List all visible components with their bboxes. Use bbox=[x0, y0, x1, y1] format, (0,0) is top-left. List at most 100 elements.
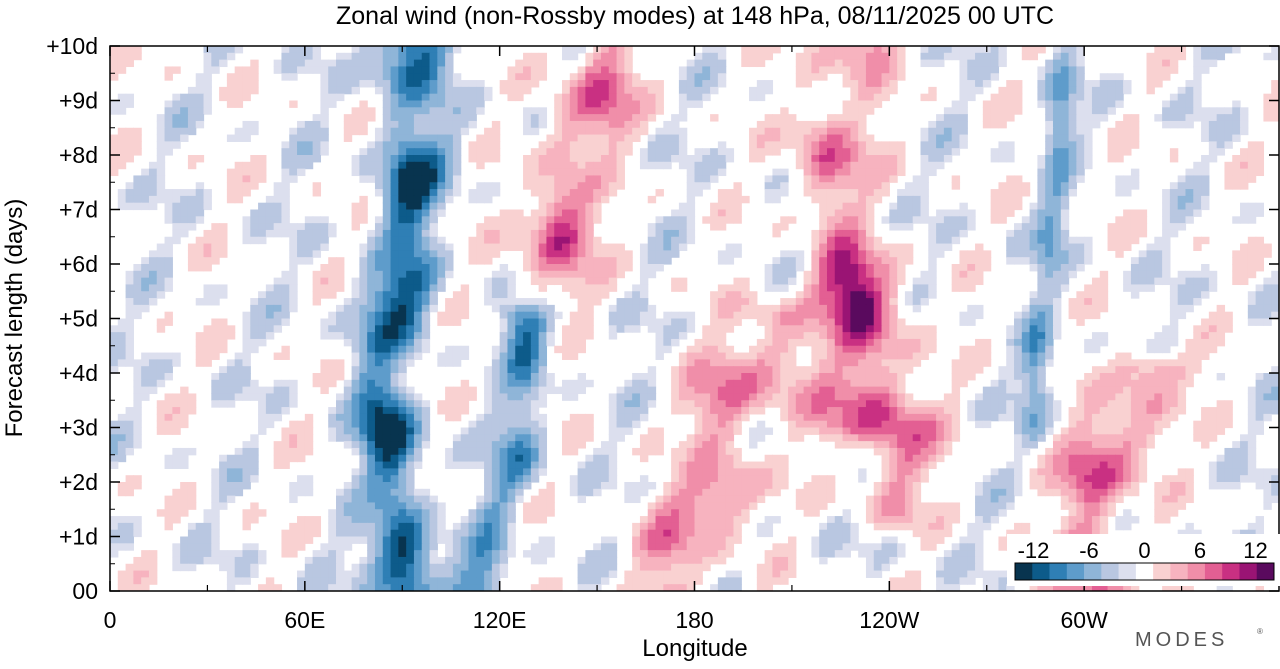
field-cell bbox=[1130, 413, 1140, 422]
field-cell bbox=[554, 250, 563, 258]
field-cell bbox=[967, 250, 976, 258]
field-cell bbox=[1052, 175, 1062, 183]
field-cell bbox=[515, 352, 524, 360]
field-cell bbox=[725, 366, 735, 374]
field-cell bbox=[1138, 209, 1148, 217]
field-cell bbox=[258, 427, 267, 435]
field-cell bbox=[1240, 155, 1249, 163]
field-cell bbox=[678, 236, 688, 245]
field-cell bbox=[702, 86, 711, 95]
field-cell bbox=[600, 291, 610, 299]
field-cell bbox=[569, 46, 579, 54]
field-cell bbox=[406, 393, 415, 401]
field-cell bbox=[1029, 386, 1038, 395]
field-cell bbox=[1060, 427, 1070, 435]
field-cell bbox=[1006, 107, 1015, 115]
field-cell bbox=[484, 400, 493, 408]
field-cell bbox=[1201, 134, 1210, 142]
field-cell bbox=[865, 298, 875, 306]
field-cell bbox=[764, 120, 774, 129]
field-cell bbox=[304, 420, 314, 429]
field-cell bbox=[1014, 407, 1023, 415]
field-cell bbox=[452, 311, 462, 320]
field-cell bbox=[429, 202, 438, 211]
field-cell bbox=[865, 86, 875, 95]
field-cell bbox=[1021, 400, 1031, 408]
field-cell bbox=[1115, 407, 1124, 415]
field-cell bbox=[242, 182, 251, 190]
field-cell bbox=[515, 236, 524, 245]
field-cell bbox=[608, 420, 618, 429]
field-cell bbox=[803, 52, 812, 61]
field-cell bbox=[328, 277, 337, 286]
field-cell bbox=[710, 332, 719, 340]
field-cell bbox=[390, 420, 399, 429]
field-cell bbox=[273, 298, 283, 306]
field-cell bbox=[764, 277, 774, 286]
field-cell bbox=[406, 338, 415, 347]
field-cell bbox=[406, 264, 415, 272]
field-cell bbox=[1247, 243, 1257, 251]
field-cell bbox=[569, 413, 579, 422]
field-cell bbox=[881, 59, 890, 68]
field-cell bbox=[398, 155, 407, 163]
field-cell bbox=[733, 386, 742, 395]
field-cell bbox=[413, 66, 423, 74]
field-cell bbox=[1091, 373, 1101, 381]
field-cell bbox=[749, 386, 758, 395]
field-cell bbox=[343, 338, 353, 347]
field-cell bbox=[811, 345, 820, 354]
field-cell bbox=[110, 155, 119, 163]
field-cell bbox=[826, 373, 836, 381]
field-cell bbox=[928, 236, 937, 245]
field-cell bbox=[390, 379, 399, 388]
field-cell bbox=[616, 66, 625, 74]
field-cell bbox=[795, 134, 805, 142]
field-cell bbox=[1208, 325, 1218, 333]
field-cell bbox=[897, 366, 906, 374]
field-cell bbox=[1255, 413, 1265, 422]
field-cell bbox=[850, 127, 859, 136]
field-cell bbox=[881, 318, 890, 326]
field-cell bbox=[655, 93, 664, 102]
field-cell bbox=[850, 413, 859, 422]
field-cell bbox=[406, 216, 415, 224]
field-cell bbox=[367, 59, 376, 68]
field-cell bbox=[749, 46, 758, 54]
field-cell bbox=[834, 223, 844, 231]
field-cell bbox=[1060, 73, 1070, 81]
field-cell bbox=[203, 229, 212, 238]
field-cell bbox=[1263, 407, 1272, 415]
field-cell bbox=[1091, 114, 1101, 122]
field-cell bbox=[382, 114, 392, 122]
field-cell bbox=[460, 427, 470, 435]
field-cell bbox=[1115, 386, 1124, 395]
field-cell bbox=[437, 318, 446, 326]
field-cell bbox=[569, 332, 579, 340]
field-cell bbox=[1177, 393, 1187, 401]
field-cell bbox=[1162, 52, 1171, 61]
field-cell bbox=[1208, 277, 1218, 286]
field-cell bbox=[367, 270, 376, 279]
field-cell bbox=[148, 257, 158, 265]
field-cell bbox=[273, 284, 283, 292]
field-cell bbox=[336, 66, 345, 74]
field-cell bbox=[530, 304, 540, 313]
field-cell bbox=[195, 114, 205, 122]
field-cell bbox=[811, 236, 820, 245]
field-cell bbox=[1029, 420, 1038, 429]
field-cell bbox=[593, 93, 602, 102]
field-cell bbox=[1076, 393, 1085, 401]
field-cell bbox=[819, 189, 828, 197]
field-cell bbox=[663, 318, 672, 326]
field-cell bbox=[850, 107, 859, 115]
field-cell bbox=[1154, 257, 1163, 265]
field-cell bbox=[1091, 304, 1101, 313]
field-cell bbox=[1060, 202, 1070, 211]
field-cell bbox=[562, 175, 571, 183]
field-cell bbox=[593, 161, 602, 170]
field-cell bbox=[382, 277, 392, 286]
field-cell bbox=[1255, 236, 1265, 245]
field-cell bbox=[523, 182, 532, 190]
